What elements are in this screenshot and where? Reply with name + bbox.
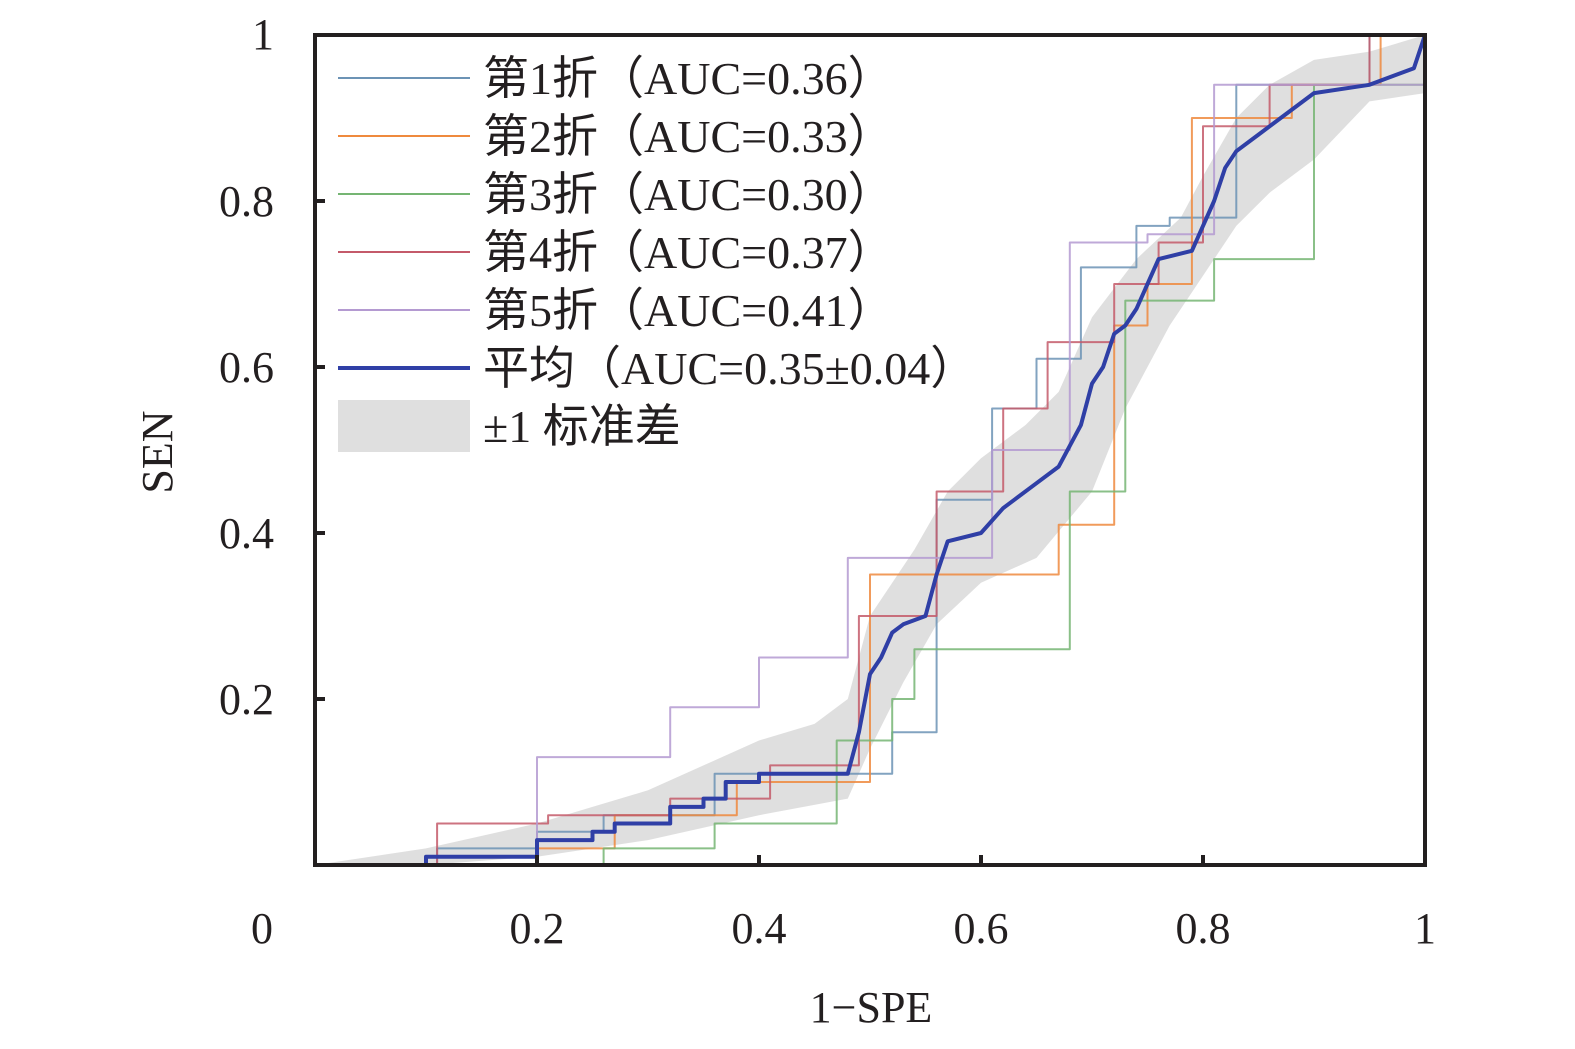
- x-tick-label: 1: [1414, 904, 1436, 953]
- y-tick-label: 0.6: [219, 343, 274, 392]
- y-axis-label: SEN: [133, 410, 182, 493]
- series-layer: [315, 34, 1427, 867]
- legend-label: 第1折（AUC=0.36）: [483, 53, 894, 104]
- x-tick-label: 0.4: [732, 904, 787, 953]
- x-tick-label: 0: [251, 904, 273, 953]
- series-line-mean: [315, 34, 1427, 867]
- x-tick-label: 0.6: [954, 904, 1009, 953]
- legend-label: 第5折（AUC=0.41）: [483, 285, 894, 336]
- x-tick-label: 0.8: [1176, 904, 1231, 953]
- ticks-layer: 0 0.2 0.4 0.6 0.8 1 0.2 0.4 0.6 0.8 1: [219, 10, 1436, 953]
- y-tick-label: 0.8: [219, 177, 274, 226]
- legend: 第1折（AUC=0.36） 第2折（AUC=0.33） 第3折（AUC=0.30） 第…: [338, 53, 976, 452]
- legend-label: ±1 标准差: [483, 401, 681, 452]
- series-line-fold-3: [315, 35, 1426, 866]
- y-tick-label: 0.2: [219, 675, 274, 724]
- plot-frame: [313, 33, 1427, 867]
- legend-label: 第4折（AUC=0.37）: [483, 227, 894, 278]
- legend-label: 第3折（AUC=0.30）: [483, 169, 894, 220]
- legend-label: 第2折（AUC=0.33）: [483, 111, 894, 162]
- x-axis-label: 1−SPE: [810, 983, 933, 1032]
- legend-label: 平均（AUC=0.35±0.04）: [483, 343, 976, 394]
- series-line-fold-5: [315, 35, 1426, 866]
- y-tick-label: 1: [252, 10, 274, 59]
- y-tick-label: 0.4: [219, 509, 274, 558]
- x-tick-label: 0.2: [510, 904, 565, 953]
- legend-swatch: [338, 400, 470, 452]
